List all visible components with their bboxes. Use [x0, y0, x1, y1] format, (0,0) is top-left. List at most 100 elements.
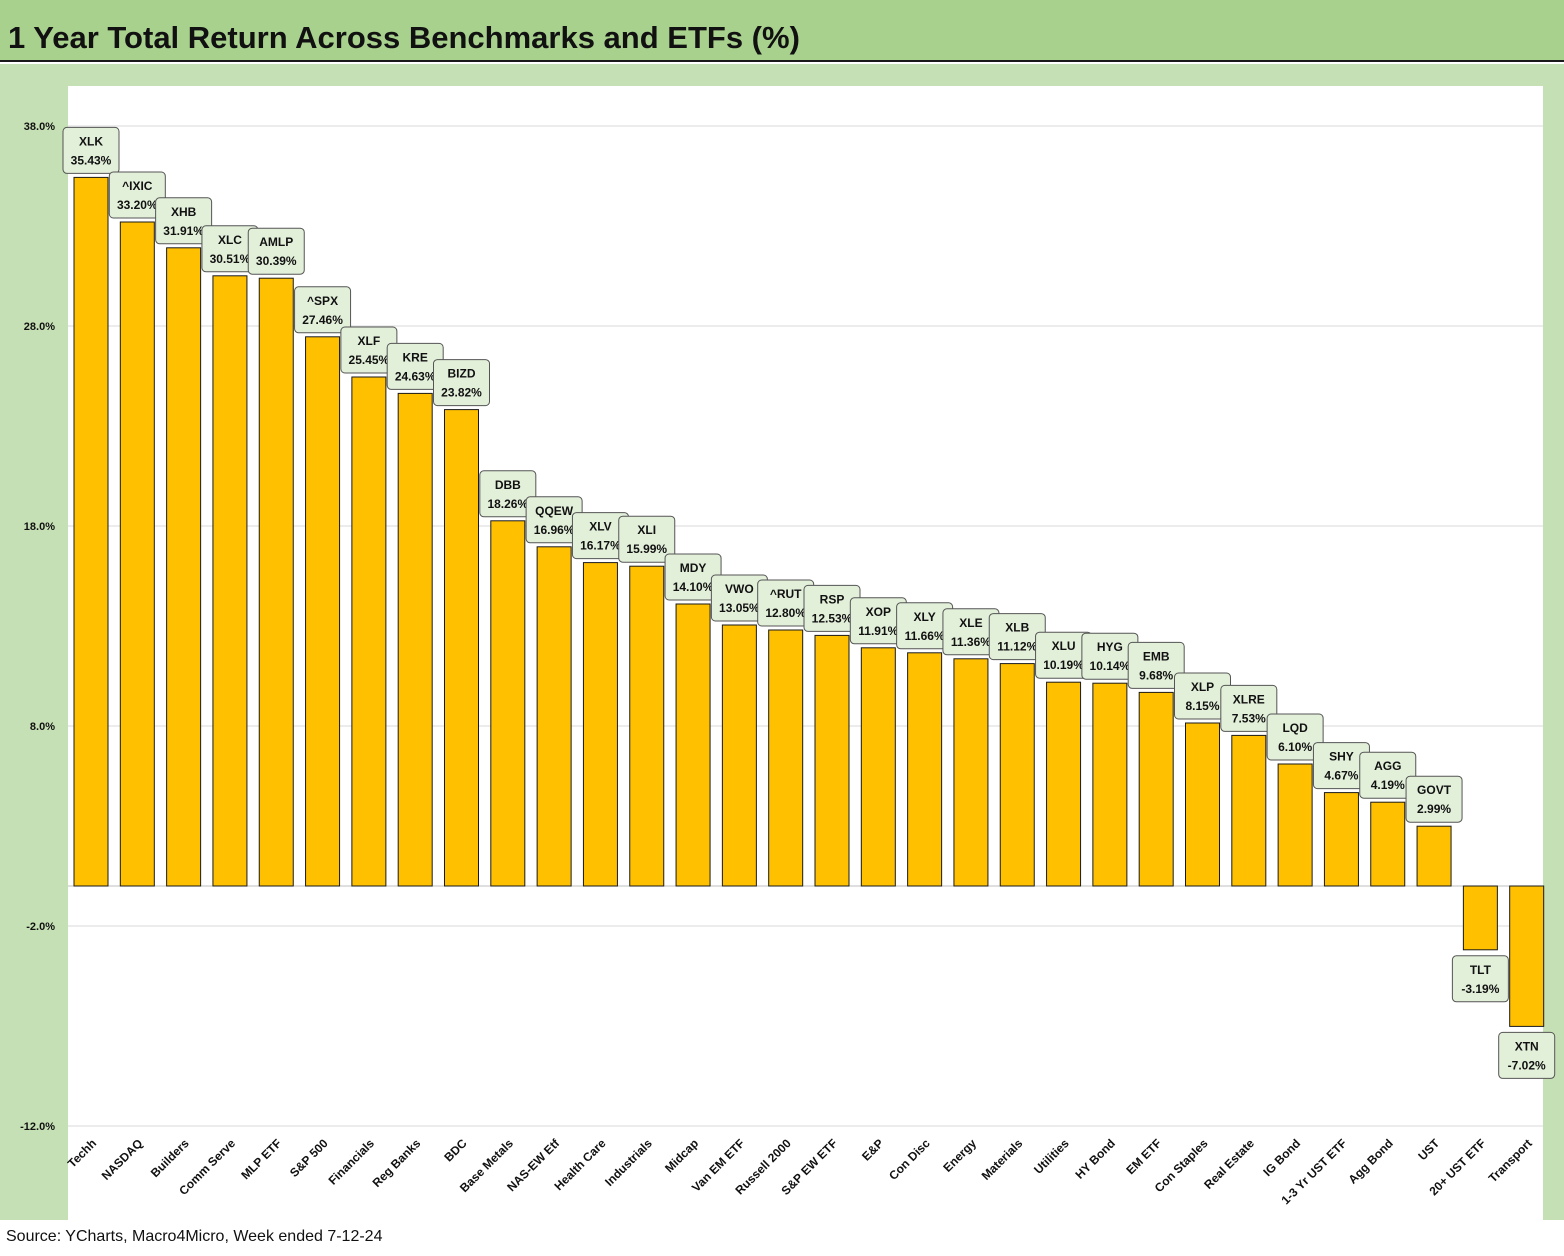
data-label-box — [1405, 775, 1463, 823]
data-label-value: 30.39% — [256, 254, 297, 268]
data-label: GOVT 2.99% — [1405, 775, 1463, 823]
data-label-value: 15.99% — [626, 542, 667, 556]
bar-amlp — [258, 277, 294, 887]
bar-bizd — [444, 409, 479, 887]
bar-rut — [768, 629, 804, 887]
bar-emb — [1138, 691, 1174, 887]
data-label-ticker: DBB — [495, 478, 521, 492]
bar-xtn — [1509, 885, 1545, 1027]
source-note: Source: YCharts, Macro4Micro, Week ended… — [6, 1228, 383, 1245]
y-tick-label: 28.0% — [24, 321, 55, 333]
data-label-box — [618, 515, 676, 563]
bar-agg — [1370, 801, 1406, 887]
data-label-ticker: XLC — [218, 233, 242, 247]
data-label-ticker: ^RUT — [770, 587, 802, 601]
data-label-ticker: HYG — [1097, 640, 1123, 654]
bar-xlb — [999, 663, 1035, 887]
data-label-value: 10.14% — [1090, 659, 1131, 673]
data-label-value: 35.43% — [71, 153, 112, 167]
data-label-ticker: XOP — [866, 605, 891, 619]
data-label: MDY 14.10% — [664, 553, 722, 601]
data-label-ticker: BIZD — [448, 367, 476, 381]
data-label-ticker: XHB — [171, 205, 197, 219]
data-label-box — [1220, 684, 1278, 732]
data-label-ticker: XLRE — [1233, 692, 1265, 706]
data-label-box — [294, 286, 352, 334]
bar-kre — [397, 392, 433, 887]
data-label: ^RUT 12.80% — [757, 579, 815, 627]
data-label-value: -7.02% — [1508, 1058, 1546, 1072]
data-label: KRE 24.63% — [386, 342, 444, 390]
bar-xlu — [1046, 681, 1082, 887]
data-label: XLE 11.36% — [942, 608, 1000, 656]
data-label-ticker: AMLP — [259, 235, 293, 249]
bar-ixic — [119, 221, 155, 887]
data-label-box — [1127, 641, 1185, 689]
data-label-ticker: MDY — [680, 561, 707, 575]
data-label: XLY 11.66% — [896, 602, 954, 650]
data-label-box — [433, 359, 490, 407]
data-label-value: 4.67% — [1324, 769, 1358, 783]
data-label: DBB 18.26% — [479, 470, 537, 518]
chart-title: 1 Year Total Return Across Benchmarks an… — [8, 20, 800, 55]
bar-govt — [1416, 825, 1452, 887]
y-tick-label: 18.0% — [24, 521, 55, 533]
data-label-value: 11.12% — [997, 640, 1037, 654]
bar-mdy — [675, 603, 711, 887]
data-label-value: 2.99% — [1417, 802, 1451, 816]
data-label-ticker: TLT — [1470, 963, 1492, 977]
data-label-ticker: SHY — [1329, 750, 1354, 764]
data-label-ticker: AGG — [1374, 759, 1401, 773]
bar-xlk — [73, 176, 109, 887]
data-label: XTN -7.02% — [1498, 1031, 1556, 1079]
data-label-value: 33.20% — [117, 198, 158, 212]
bar-qqew — [536, 546, 572, 887]
data-label-box — [155, 197, 213, 245]
data-label-value: 12.80% — [765, 606, 806, 620]
data-label-box — [62, 126, 120, 174]
data-label-ticker: RSP — [820, 592, 845, 606]
data-label-ticker: VWO — [725, 582, 754, 596]
y-tick-label: -12.0% — [20, 1121, 55, 1133]
data-label: QQEW 16.96% — [525, 496, 583, 544]
bar-tlt — [1462, 885, 1498, 951]
data-label-ticker: XLK — [79, 134, 103, 148]
data-label-value: 30.51% — [210, 252, 251, 266]
data-label-value: 24.63% — [395, 369, 436, 383]
bar-hyg — [1092, 682, 1128, 887]
data-label-ticker: LQD — [1282, 721, 1308, 735]
data-label-value: 9.68% — [1139, 668, 1173, 682]
bar-xhb — [166, 247, 202, 887]
data-label-value: 11.91% — [858, 624, 898, 638]
data-label-ticker: XLY — [914, 610, 936, 624]
data-label: AGG 4.19% — [1359, 751, 1417, 799]
data-label-value: 18.26% — [487, 497, 528, 511]
title-bar: 1 Year Total Return Across Benchmarks an… — [0, 0, 1564, 62]
data-label-value: 12.53% — [812, 611, 853, 625]
bar-xlc — [212, 275, 248, 887]
data-label: RSP 12.53% — [803, 584, 861, 632]
y-tick-label: 38.0% — [24, 121, 55, 133]
data-label-value: 16.96% — [534, 523, 575, 537]
bar-xle — [953, 658, 989, 887]
data-label: SHY 4.67% — [1312, 742, 1370, 790]
data-label: XLC 30.51% — [201, 225, 259, 273]
data-label-ticker: XLU — [1052, 639, 1076, 653]
bar-lqd — [1277, 763, 1313, 887]
data-label-ticker: ^SPX — [307, 294, 338, 308]
bar-xli — [629, 565, 665, 887]
data-label-ticker: XLI — [637, 523, 656, 537]
data-label: ^SPX 27.46% — [294, 286, 352, 334]
data-label-ticker: XLB — [1005, 621, 1029, 635]
data-label: XLB 11.12% — [988, 613, 1046, 661]
data-label: TLT -3.19% — [1451, 955, 1509, 1003]
data-label: XLI 15.99% — [618, 515, 676, 563]
bar-xop — [860, 647, 896, 887]
bar-spx — [305, 336, 341, 887]
bar-xlre — [1231, 734, 1267, 887]
data-label-value: 14.10% — [673, 580, 714, 594]
data-label: XOP 11.91% — [849, 597, 907, 645]
data-label-value: 7.53% — [1232, 711, 1266, 725]
